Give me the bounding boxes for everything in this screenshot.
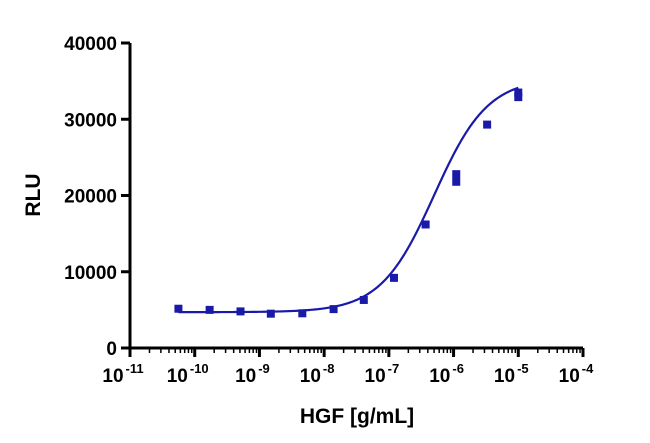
data-point [514,88,523,97]
y-tick-label: 20000 [64,187,117,208]
data-point [389,273,398,282]
y-ticks-layer: 0 10000 20000 30000 40000 [64,34,130,360]
data-point [329,305,338,314]
x-tick-label: 10 -6 [429,361,464,387]
x-tick-label: 10 -10 [167,361,209,387]
data-point [174,304,183,313]
y-tick-label: 30000 [64,110,117,131]
data-point [236,307,245,316]
data-point [359,295,368,304]
y-axis-title: RLU [22,173,45,216]
x-tick-label: 10 -5 [494,361,529,387]
data-point [514,93,523,102]
y-tick-label: 0 [106,339,117,360]
x-tick-label: 10 -4 [559,361,594,387]
x-tick-label: 10 -9 [235,361,270,387]
data-point [452,170,461,179]
data-point [483,120,492,129]
y-tick-label: 40000 [64,34,117,55]
x-tick-label: 10 -11 [102,361,143,387]
x-tick-label: 10 -8 [300,361,335,387]
x-ticks-layer: 10 -11 10 -10 10 -9 10 -8 10 -7 10 -6 10 -5 10 -4 [102,348,594,387]
data-point [205,305,214,314]
x-tick-label: 10 -7 [365,361,400,387]
data-point [421,220,430,229]
data-point [298,309,307,318]
data-point [266,309,275,318]
fit-curve-layer [178,86,519,314]
fit-curve [178,86,519,314]
data-point [452,177,461,186]
data-points-layer [174,88,523,318]
x-axis-title: HGF [g/mL] [300,405,414,428]
y-tick-label: 10000 [64,263,117,284]
